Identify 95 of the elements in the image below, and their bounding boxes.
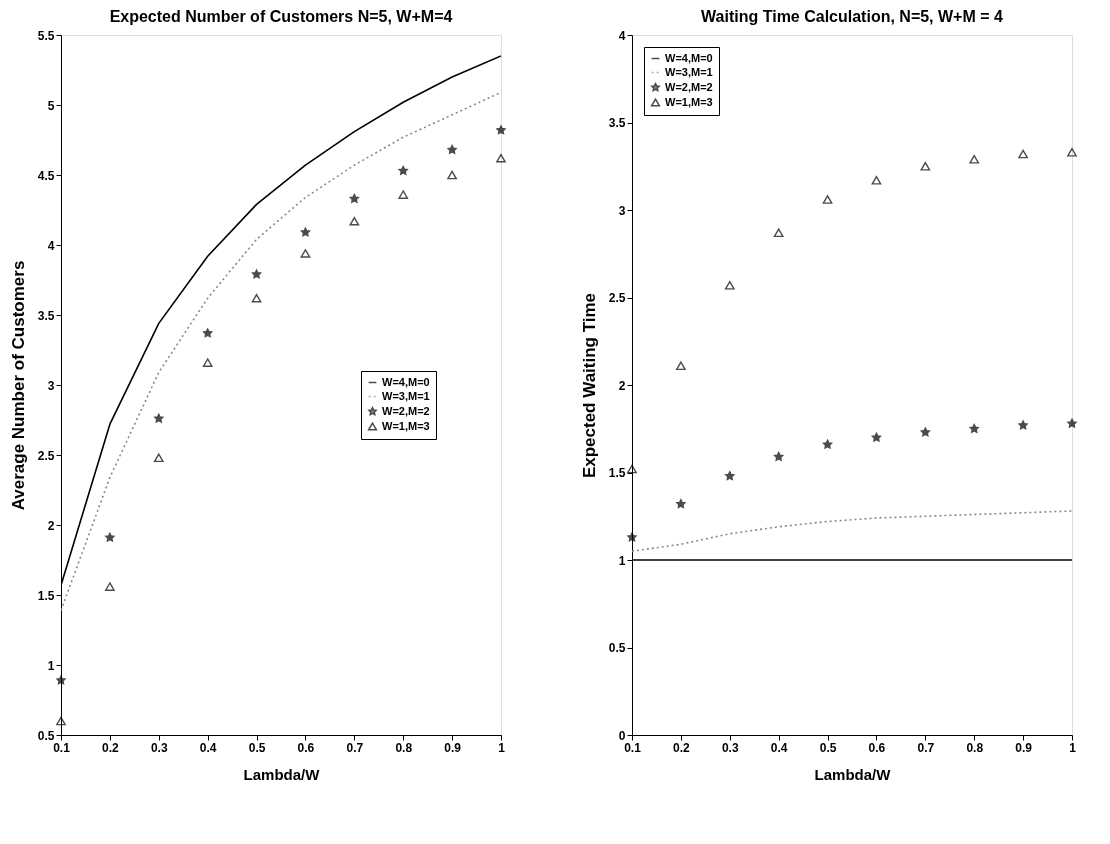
y-tick-label: 2 — [47, 518, 55, 533]
x-tick-label: 0.4 — [199, 740, 217, 755]
y-tick-label: 4 — [47, 238, 55, 253]
point — [676, 499, 686, 509]
point — [202, 358, 213, 367]
point — [822, 439, 833, 449]
legend-label: W=4,M=0 — [665, 51, 713, 64]
point — [773, 228, 784, 238]
point — [398, 165, 408, 175]
x-tick-label: 0.2 — [102, 740, 120, 755]
x-axis-title: Lambda/W — [243, 765, 321, 783]
x-tick-label: 0.1 — [624, 740, 642, 755]
point — [496, 125, 506, 135]
x-tick-label: 0.7 — [917, 740, 935, 755]
point — [251, 269, 262, 279]
y-tick-label: 3.5 — [37, 308, 55, 323]
point — [822, 195, 833, 204]
point — [773, 451, 784, 461]
point — [105, 532, 115, 542]
x-tick-label: 0.9 — [444, 740, 462, 755]
y-tick-label: 3 — [47, 378, 55, 393]
point — [105, 582, 115, 591]
y-tick-label: 1 — [618, 553, 626, 568]
point — [1018, 149, 1028, 159]
legend-label: W=3,M=1 — [382, 389, 430, 402]
point — [56, 675, 66, 685]
y-tick-label: 1.5 — [608, 466, 626, 480]
point — [969, 423, 979, 433]
y-axis-title: Expected Waiting Time — [579, 292, 599, 479]
point — [627, 464, 637, 474]
y-axis-title: Average Number of Customers — [8, 260, 28, 511]
y-tick-label: 3 — [618, 203, 626, 218]
y-tick-label: 0.5 — [37, 728, 55, 743]
y-tick-label: 2.5 — [37, 448, 55, 463]
y-tick-label: 5 — [47, 98, 55, 113]
point — [349, 193, 360, 203]
point — [447, 144, 457, 154]
x-tick-label: 0.3 — [721, 740, 739, 755]
y-tick-label: 0.5 — [608, 641, 626, 655]
point — [154, 413, 164, 423]
point — [300, 249, 311, 258]
x-axis-title: Lambda/W — [814, 765, 892, 783]
point — [447, 170, 457, 180]
y-tick-label: 1.5 — [37, 588, 55, 603]
line-series — [632, 510, 1072, 553]
y-tick-label: 3.5 — [608, 116, 626, 130]
legend-label: W=3,M=1 — [665, 65, 713, 78]
x-tick-label: 0.5 — [819, 740, 837, 755]
point — [202, 328, 213, 338]
point — [920, 427, 931, 437]
point — [920, 161, 931, 171]
x-tick-label: 0.7 — [346, 740, 364, 755]
point — [300, 227, 311, 237]
y-tick-label: 2.5 — [608, 291, 626, 305]
y-tick-label: 4 — [618, 28, 626, 43]
point — [627, 532, 637, 542]
x-tick-label: 0.6 — [297, 740, 315, 755]
y-tick-label: 2 — [618, 378, 626, 393]
chart-title: Waiting Time Calculation, N=5, W+M = 4 — [701, 8, 1004, 25]
x-tick-label: 0.5 — [248, 740, 266, 755]
point — [676, 361, 686, 371]
x-tick-label: 0.8 — [395, 740, 413, 755]
point — [725, 471, 735, 481]
x-tick-label: 0.4 — [770, 740, 788, 755]
x-tick-label: 0.2 — [673, 740, 691, 755]
x-tick-label: 1 — [498, 740, 506, 755]
point — [1067, 418, 1077, 428]
point — [871, 432, 882, 442]
y-tick-label: 4.5 — [37, 168, 55, 183]
legend-label: W=4,M=0 — [382, 375, 430, 388]
point — [969, 154, 980, 164]
x-tick-label: 0.3 — [150, 740, 168, 755]
point — [1067, 147, 1077, 157]
y-tick-label: 5.5 — [37, 28, 55, 43]
legend-label: W=1,M=3 — [382, 419, 430, 432]
legend-label: W=2,M=2 — [382, 404, 430, 417]
legend-label: W=1,M=3 — [665, 95, 713, 108]
x-tick-label: 0.1 — [53, 740, 71, 755]
point — [1018, 420, 1028, 430]
point — [724, 280, 735, 290]
point — [153, 453, 164, 463]
y-tick-label: 1 — [47, 658, 55, 673]
x-tick-label: 1 — [1069, 740, 1077, 755]
x-tick-label: 0.8 — [966, 740, 984, 755]
point — [496, 153, 506, 163]
point — [349, 216, 360, 226]
chart-title: Expected Number of Customers N=5, W+M=4 — [109, 8, 453, 25]
y-tick-label: 0 — [618, 728, 626, 743]
point — [251, 293, 262, 303]
point — [398, 190, 409, 199]
x-tick-label: 0.9 — [1015, 740, 1033, 755]
legend-label: W=2,M=2 — [665, 80, 713, 93]
point — [871, 175, 882, 185]
point — [56, 716, 66, 726]
x-tick-label: 0.6 — [868, 740, 886, 755]
